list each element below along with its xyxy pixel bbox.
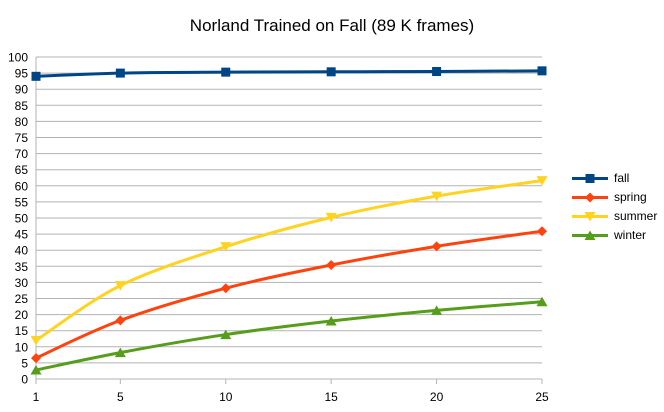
y-tick-label: 25 (15, 292, 29, 306)
y-tick-label: 15 (15, 324, 29, 338)
legend-label: summer (614, 208, 658, 223)
y-tick-label: 55 (15, 195, 29, 209)
y-tick-label: 85 (15, 99, 29, 113)
data-point-summer (30, 335, 42, 346)
legend-item-fall: fall (572, 168, 657, 187)
y-tick-label: 0 (21, 373, 28, 387)
legend-marker-shape (585, 192, 595, 202)
y-tick-label: 95 (15, 67, 29, 81)
legend-item-spring: spring (572, 187, 657, 206)
series-layer (30, 66, 548, 375)
series-winter (30, 296, 548, 375)
axis-layer: 0510152025303540455055606570758085909510… (8, 51, 549, 405)
x-tick-label: 1 (33, 390, 40, 404)
grid-layer (36, 56, 542, 380)
legend-swatch (572, 210, 608, 222)
data-point-summer (325, 212, 337, 223)
data-point-winter (325, 316, 337, 326)
series-spring (31, 226, 547, 364)
x-tick-label: 25 (535, 390, 549, 404)
data-point-winter (30, 364, 42, 375)
y-tick-label: 75 (15, 131, 29, 145)
data-point-winter (536, 296, 548, 307)
data-point-winter (220, 329, 232, 340)
data-point-fall (115, 68, 125, 78)
legend-marker (584, 211, 596, 221)
y-tick-label: 40 (15, 244, 29, 258)
data-point-spring (31, 353, 41, 364)
y-tick-label: 90 (15, 83, 29, 97)
x-tick-label: 20 (430, 390, 444, 404)
y-tick-label: 60 (15, 179, 29, 193)
series-line-summer (35, 179, 543, 342)
y-tick-label: 10 (15, 340, 29, 354)
data-point-fall (221, 67, 231, 77)
data-point-spring (537, 226, 547, 237)
data-point-summer (431, 191, 443, 202)
y-tick-label: 70 (15, 147, 29, 161)
legend-swatch (572, 191, 608, 203)
legend-label: spring (614, 189, 647, 204)
chart-title: Norland Trained on Fall (89 K frames) (189, 16, 475, 35)
y-tick-label: 35 (15, 260, 29, 274)
data-point-winter (114, 347, 126, 358)
series-summer (30, 176, 548, 346)
y-tick-label: 65 (15, 163, 29, 177)
data-point-spring (220, 283, 231, 294)
data-point-winter (431, 305, 443, 315)
data-point-fall (537, 66, 547, 76)
data-point-spring (326, 260, 337, 271)
data-point-fall (31, 71, 41, 81)
y-tick-label: 45 (15, 228, 29, 242)
legend-label: fall (614, 170, 630, 185)
y-tick-label: 80 (15, 115, 29, 129)
data-point-fall (432, 66, 442, 76)
y-tick-label: 20 (15, 308, 29, 322)
legend-label: winter (614, 227, 647, 242)
legend-marker (585, 173, 595, 183)
legend-marker-shape (584, 211, 596, 221)
legend-item-winter: winter (572, 225, 657, 244)
legend-marker-shape (584, 230, 596, 240)
legend-marker-shape (585, 173, 595, 183)
y-tick-label: 50 (15, 212, 29, 226)
series-fall (31, 66, 547, 81)
y-tick-label: 100 (8, 51, 28, 65)
data-point-fall (326, 67, 336, 77)
series-line-winter (35, 300, 543, 372)
data-point-summer (114, 281, 126, 291)
x-tick-label: 15 (324, 390, 338, 404)
data-point-summer (220, 242, 232, 252)
legend-swatch (572, 172, 608, 184)
x-tick-label: 10 (219, 390, 233, 404)
data-point-spring (431, 241, 442, 252)
legend: fall spring summer winter (572, 168, 657, 244)
y-tick-label: 30 (15, 276, 29, 290)
legend-item-summer: summer (572, 206, 657, 225)
data-point-summer (536, 176, 548, 186)
legend-swatch (572, 229, 608, 241)
legend-marker (584, 230, 596, 240)
legend-marker (585, 192, 595, 202)
data-point-spring (115, 315, 126, 326)
y-tick-label: 5 (21, 356, 28, 370)
x-tick-label: 5 (117, 390, 124, 404)
